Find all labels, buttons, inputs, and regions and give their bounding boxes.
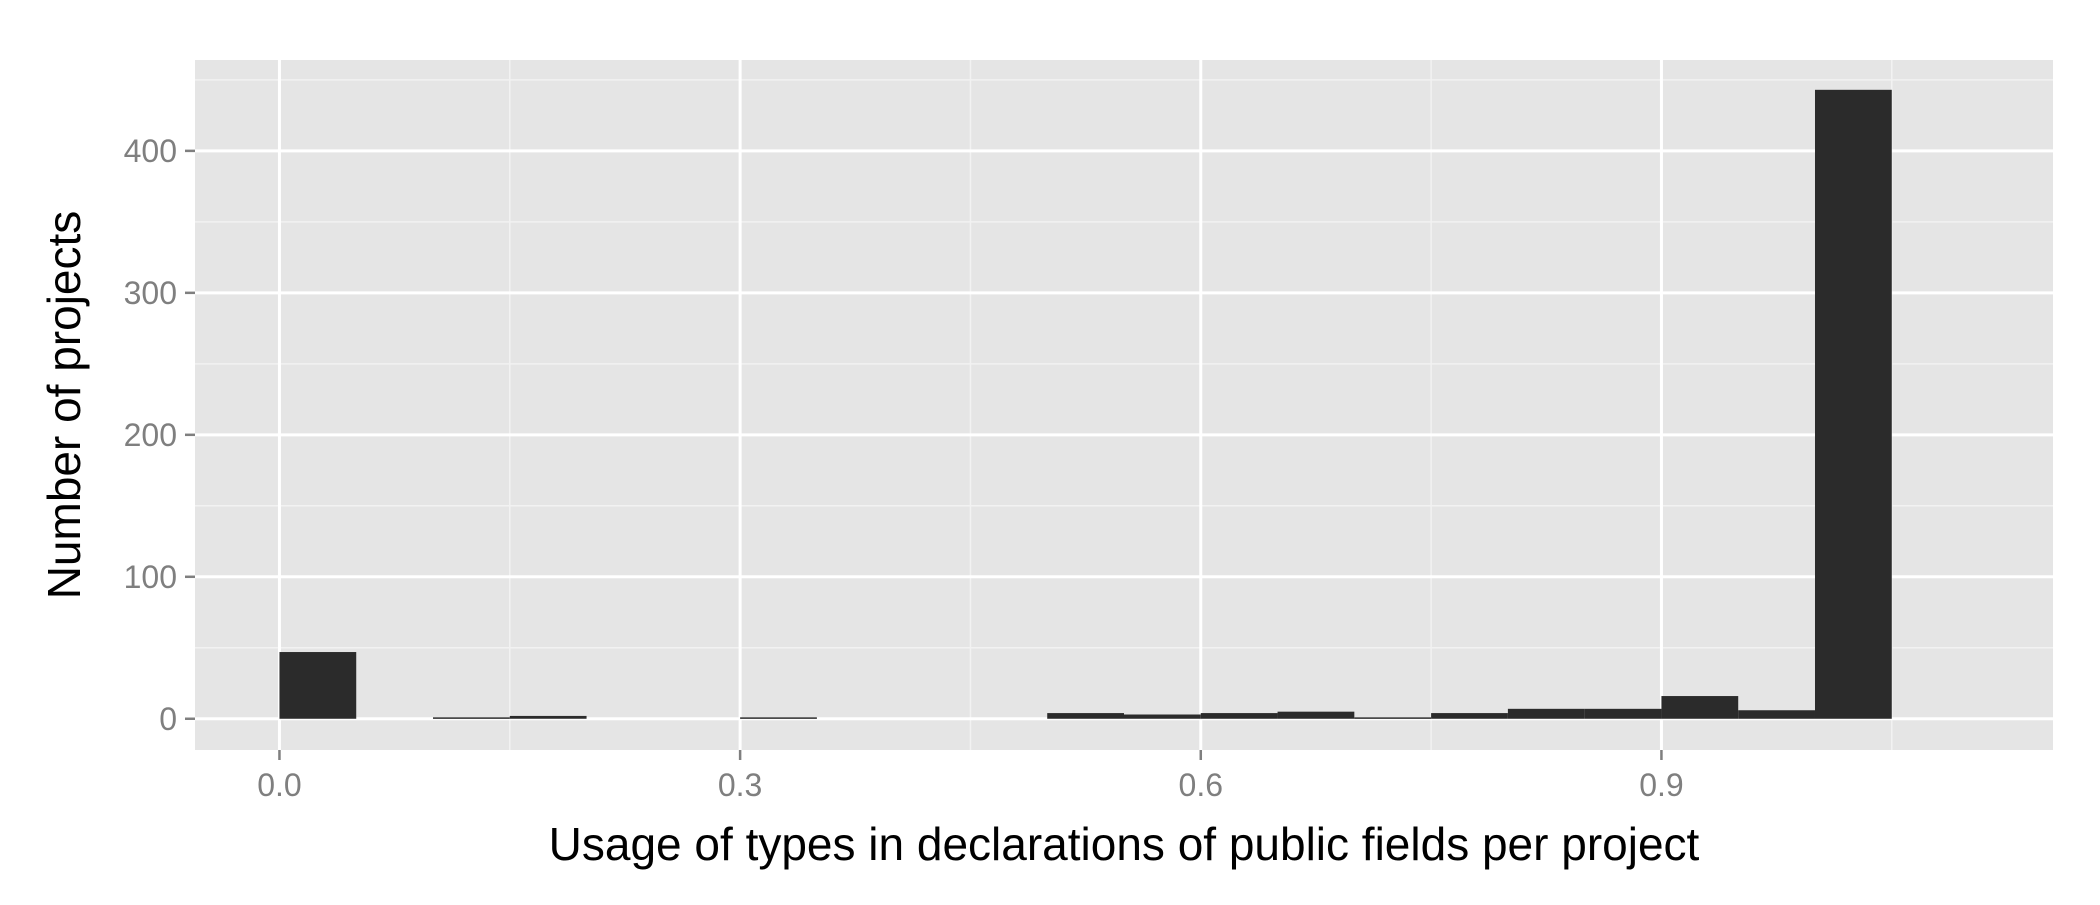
histogram-bar xyxy=(1661,696,1739,719)
histogram-bar xyxy=(1431,713,1508,719)
histogram-bar xyxy=(1584,708,1662,719)
histogram-bar xyxy=(1124,714,1201,719)
x-tick-label: 0.3 xyxy=(718,767,762,803)
histogram-bar xyxy=(1354,717,1432,719)
histogram-bar xyxy=(509,715,587,719)
minor-grid xyxy=(195,60,2053,750)
histogram-bar xyxy=(1277,711,1355,719)
histogram-bar xyxy=(1507,708,1585,719)
histogram-bar xyxy=(1047,713,1124,719)
histogram-bar xyxy=(1814,89,1892,719)
histogram-bar xyxy=(279,652,357,719)
x-tick-label: 0.0 xyxy=(257,767,301,803)
bars xyxy=(279,89,1892,719)
histogram-bar xyxy=(740,717,817,719)
plot-panel xyxy=(195,60,2053,750)
y-tick-label: 100 xyxy=(124,559,177,595)
x-tick-label: 0.9 xyxy=(1639,767,1683,803)
histogram-bar xyxy=(1200,713,1278,719)
y-axis-title: Number of projects xyxy=(38,211,90,600)
x-axis-ticks: 0.0 0.3 0.6 0.9 xyxy=(257,750,1684,803)
y-tick-label: 0 xyxy=(159,701,177,737)
y-axis-ticks: 0 100 200 300 400 xyxy=(124,133,195,737)
y-tick-label: 200 xyxy=(124,417,177,453)
y-tick-label: 300 xyxy=(124,275,177,311)
histogram-bar xyxy=(433,717,510,719)
histogram-bar xyxy=(1738,710,1815,719)
x-axis-title: Usage of types in declarations of public… xyxy=(549,818,1700,870)
x-tick-label: 0.6 xyxy=(1179,767,1223,803)
y-tick-label: 400 xyxy=(124,133,177,169)
